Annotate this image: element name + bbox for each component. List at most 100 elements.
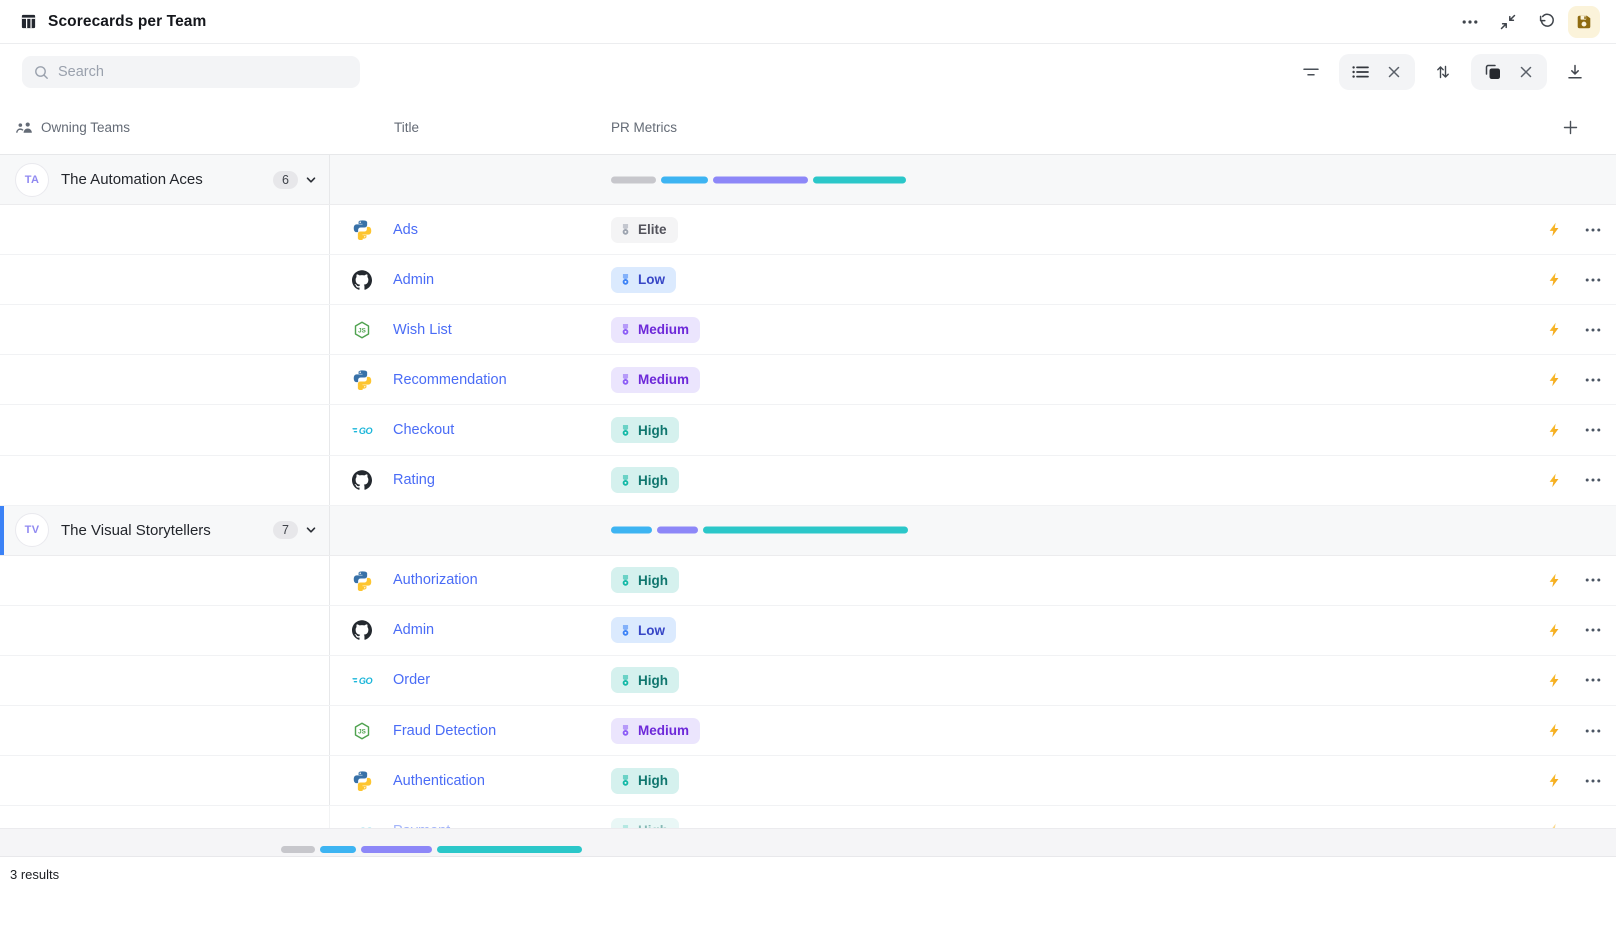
save-icon[interactable] — [1568, 5, 1600, 38]
table-row: GO Checkout High — [0, 405, 1616, 456]
go-icon: GO — [352, 820, 378, 828]
row-menu-icon[interactable] — [1585, 628, 1601, 632]
github-icon — [352, 469, 378, 491]
group-header-cell[interactable]: TA The Automation Aces 6 — [0, 155, 330, 205]
title-bar: Scorecards per Team — [0, 0, 1616, 44]
row-menu-icon[interactable] — [1585, 428, 1601, 432]
row-menu-icon[interactable] — [1585, 779, 1601, 783]
table-row: Admin Low — [0, 605, 1616, 656]
scorecard-link[interactable]: Authentication — [393, 772, 485, 789]
table-body: TA The Automation Aces 6 — [0, 155, 1616, 828]
filter-icon[interactable] — [1296, 57, 1326, 87]
lightning-icon[interactable] — [1547, 573, 1562, 588]
row-menu-icon[interactable] — [1585, 578, 1601, 582]
lightning-icon[interactable] — [1547, 823, 1562, 828]
scorecard-link[interactable]: Fraud Detection — [393, 722, 497, 739]
medal-icon — [620, 724, 631, 737]
medal-icon — [620, 574, 631, 587]
badge-label: Elite — [638, 222, 667, 238]
add-column-button[interactable] — [1557, 114, 1583, 140]
lightning-icon[interactable] — [1547, 272, 1562, 287]
bar-segment — [813, 176, 906, 184]
scorecard-link[interactable]: Order — [393, 672, 431, 689]
group-row: TV The Visual Storytellers 7 — [0, 505, 1616, 556]
pr-metrics-summary-bar — [611, 526, 908, 534]
scorecard-link[interactable]: Admin — [393, 622, 435, 639]
row-menu-icon[interactable] — [1585, 278, 1601, 282]
group-header-cell[interactable]: TV The Visual Storytellers 7 — [0, 505, 330, 555]
lightning-icon[interactable] — [1547, 773, 1562, 788]
scorecard-link[interactable]: Authorization — [393, 572, 478, 589]
collapse-icon[interactable] — [1492, 6, 1524, 38]
title-bar-actions — [1454, 5, 1600, 38]
table-row: Recommendation Medium — [0, 355, 1616, 406]
sort-icon[interactable] — [1428, 57, 1458, 87]
svg-text:JS: JS — [358, 327, 366, 334]
toolbar-tools — [1296, 54, 1590, 90]
lightning-icon[interactable] — [1547, 673, 1562, 688]
group-count-badge: 6 — [273, 170, 298, 189]
lightning-icon[interactable] — [1547, 423, 1562, 438]
stacked-view-icon[interactable] — [1477, 57, 1507, 87]
lightning-icon[interactable] — [1547, 372, 1562, 387]
scorecard-link[interactable]: Ads — [393, 221, 418, 238]
undo-icon[interactable] — [1530, 6, 1562, 38]
search-input[interactable] — [58, 64, 348, 80]
scorecard-link[interactable]: Wish List — [393, 321, 452, 338]
table-icon — [20, 13, 37, 30]
column-label: Title — [394, 119, 420, 135]
badge-label: High — [638, 472, 668, 488]
badge-label: High — [638, 823, 668, 828]
lightning-icon[interactable] — [1547, 322, 1562, 337]
clear-icon[interactable] — [1379, 57, 1409, 87]
page-title: Scorecards per Team — [48, 12, 207, 30]
scorecard-link[interactable]: Admin — [393, 271, 435, 288]
pr-metrics-badge: Medium — [611, 316, 701, 343]
column-pr-metrics[interactable]: PR Metrics — [611, 100, 677, 154]
medal-icon — [620, 424, 631, 437]
lightning-icon[interactable] — [1547, 222, 1562, 237]
svg-text:GO: GO — [359, 826, 373, 828]
row-menu-icon[interactable] — [1585, 228, 1601, 232]
row-menu-icon[interactable] — [1585, 478, 1601, 482]
chevron-down-icon[interactable] — [305, 524, 317, 536]
clear-icon[interactable] — [1511, 57, 1541, 87]
pr-metrics-badge: Low — [611, 266, 676, 293]
table-row: Admin Low — [0, 255, 1616, 306]
lightning-icon[interactable] — [1547, 623, 1562, 638]
scorecard-link[interactable]: Payment — [393, 823, 450, 828]
table-row: Ads Elite — [0, 205, 1616, 256]
column-label: Owning Teams — [41, 119, 131, 135]
column-label: PR Metrics — [611, 119, 678, 135]
lightning-icon[interactable] — [1547, 473, 1562, 488]
column-owning-teams[interactable]: Owning Teams — [16, 100, 130, 154]
scorecard-link[interactable]: Recommendation — [393, 371, 507, 388]
python-icon — [352, 770, 378, 792]
medal-icon — [620, 624, 631, 637]
group-summary-cell — [330, 155, 1616, 205]
medal-icon — [620, 273, 631, 286]
search-box[interactable] — [22, 56, 360, 88]
row-menu-icon[interactable] — [1585, 729, 1601, 733]
scorecard-link[interactable]: Rating — [393, 472, 435, 489]
more-options-icon[interactable] — [1454, 6, 1486, 38]
scorecard-link[interactable]: Checkout — [393, 422, 455, 439]
pr-metrics-summary-bar — [611, 176, 906, 184]
row-menu-icon[interactable] — [1585, 678, 1601, 682]
download-icon[interactable] — [1560, 57, 1590, 87]
column-title[interactable]: Title — [394, 100, 419, 154]
go-icon: GO — [352, 669, 378, 691]
medal-icon — [620, 774, 631, 787]
list-view-icon[interactable] — [1345, 57, 1375, 87]
row-menu-icon[interactable] — [1585, 378, 1601, 382]
row-menu-icon[interactable] — [1585, 328, 1601, 332]
lightning-icon[interactable] — [1547, 723, 1562, 738]
pr-metrics-badge: High — [611, 567, 679, 594]
pr-metrics-badge: Medium — [611, 366, 701, 393]
totals-band — [0, 828, 1616, 857]
table-row: Rating High — [0, 455, 1616, 506]
chevron-down-icon[interactable] — [305, 174, 317, 186]
bar-segment — [657, 526, 698, 534]
bar-segment — [320, 846, 356, 853]
